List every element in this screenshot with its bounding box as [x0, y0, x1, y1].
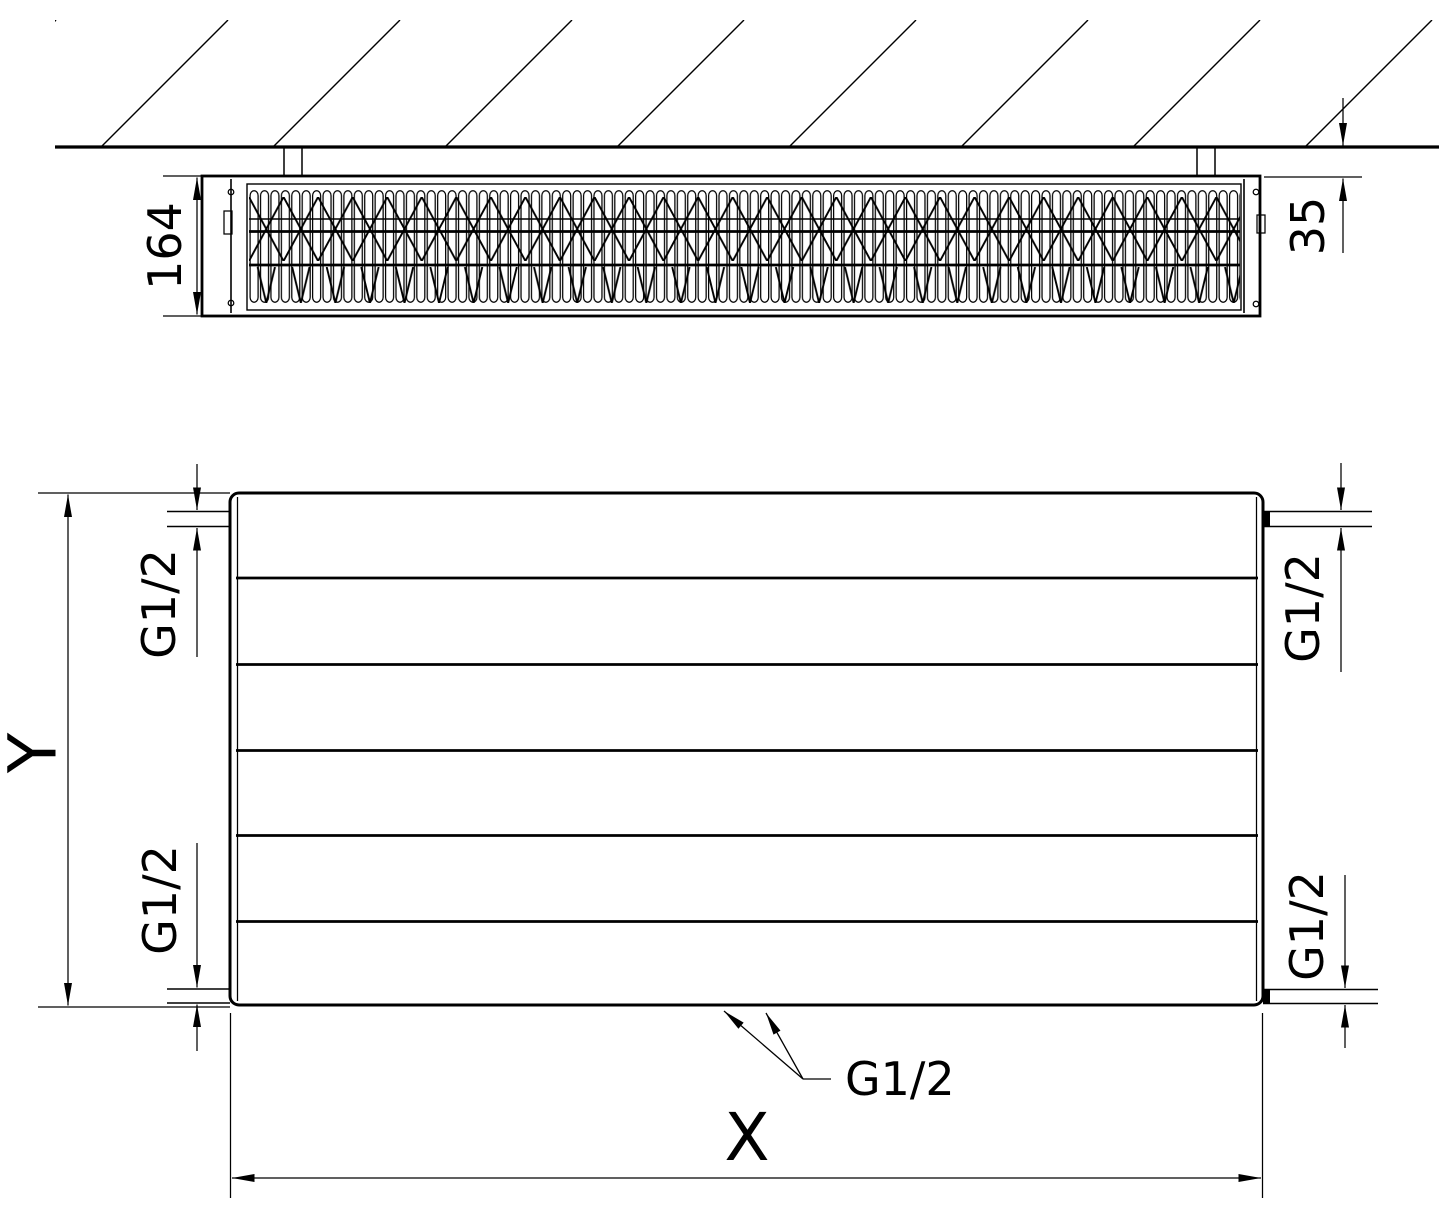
- dim-port-top-left: G1/2: [132, 464, 201, 659]
- dim-port-bottom-right: G1/2: [1280, 871, 1349, 1048]
- radiator-front-panel: [228, 491, 1265, 1007]
- mounting-bracket-left: [283, 148, 303, 176]
- convector-fins: [246, 183, 1242, 311]
- dim-164: 164: [138, 175, 202, 317]
- wall-hatch: [55, 20, 1439, 147]
- dim-port-bottom-left: G1/2: [133, 843, 201, 1051]
- port-label-center: G1/2: [845, 1052, 955, 1106]
- panel-grooves: [236, 576, 1258, 923]
- dim-port-top-right: G1/2: [1276, 463, 1345, 672]
- screw-top-left: [227, 188, 235, 196]
- dim-x: X: [229, 1013, 1264, 1198]
- dim-label-35: 35: [1281, 197, 1335, 256]
- clip-left: [223, 210, 233, 235]
- front-view-section: G1/2 G1/2 G1/2 G1/2 Y: [0, 463, 1378, 1198]
- connection-stub-top-right: [1263, 510, 1372, 528]
- connection-stub-top-left: [167, 510, 230, 528]
- mounting-bracket-right: [1196, 148, 1216, 176]
- port-label-bottom-left: G1/2: [133, 845, 187, 955]
- clip-right: [1256, 214, 1266, 234]
- screw-bottom-left: [227, 299, 235, 307]
- port-label-top-left: G1/2: [132, 549, 186, 659]
- dim-label-164: 164: [138, 202, 192, 290]
- screw-top-right: [1252, 188, 1260, 196]
- port-label-top-right: G1/2: [1276, 553, 1330, 663]
- port-label-bottom-right: G1/2: [1280, 871, 1334, 981]
- label-y-height: Y: [0, 732, 72, 774]
- dim-35: 35: [1264, 98, 1362, 255]
- screw-bottom-right: [1252, 300, 1260, 308]
- label-x-width: X: [724, 1099, 769, 1176]
- connection-stub-bottom-left: [167, 988, 230, 1004]
- connection-stub-bottom-right: [1263, 988, 1378, 1005]
- leader-center-ports: G1/2: [723, 1010, 955, 1106]
- top-view-section: 164 35: [55, 20, 1439, 318]
- dim-y: Y: [0, 492, 230, 1008]
- radiator-top-view-body: [200, 174, 1262, 318]
